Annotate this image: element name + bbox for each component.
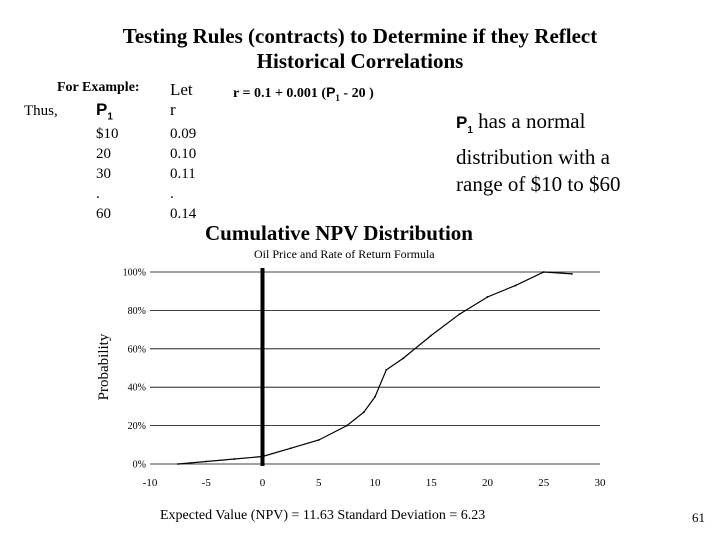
- r-value: .: [170, 186, 174, 202]
- series-line: [178, 271, 572, 465]
- slide-title-line2: Historical Correlations: [256, 49, 464, 73]
- data-point: [486, 296, 489, 298]
- data-point: [374, 395, 376, 398]
- page-number: 61: [692, 510, 705, 525]
- x-tick-label: 15: [426, 477, 438, 489]
- x-tick-label: 10: [370, 477, 382, 489]
- p1-subscript: 1: [107, 111, 113, 123]
- formula-prefix: r = 0.1 + 0.001 (: [233, 86, 327, 101]
- p1-value: 30: [96, 166, 111, 182]
- note-line2: distribution with a: [456, 145, 610, 170]
- chart-footer: Expected Value (NPV) = 11.63 Standard De…: [160, 508, 486, 523]
- p1-value: 20: [96, 146, 111, 162]
- p1-value: .: [96, 186, 100, 202]
- y-tick-label: 0%: [133, 460, 146, 471]
- formula-p1-symbol: P: [326, 84, 336, 100]
- x-tick-label: 30: [595, 477, 607, 489]
- x-tick-label: -10: [143, 477, 158, 489]
- formula-suffix: - 20 ): [339, 86, 374, 101]
- data-point: [570, 273, 573, 275]
- y-tick-label: 80%: [128, 306, 146, 317]
- chart-grid: [150, 271, 600, 465]
- r-value: 0.14: [170, 206, 197, 222]
- y-tick-label: 20%: [128, 421, 146, 432]
- r-value: 0.09: [170, 126, 197, 142]
- let-label: Let: [170, 80, 193, 99]
- data-point: [205, 460, 208, 463]
- p1-value: $10: [96, 126, 119, 142]
- p1-value: 60: [96, 206, 111, 222]
- y-tick-label: 40%: [128, 383, 146, 394]
- p1-values: $10 20 30 . 60: [96, 124, 119, 224]
- r-value: 0.11: [170, 166, 196, 182]
- data-point: [233, 458, 236, 460]
- y-tick-label: 100%: [123, 268, 146, 279]
- data-point: [345, 424, 348, 427]
- x-tick-label: 0: [260, 477, 266, 489]
- note-p1-symbol: P: [456, 113, 468, 132]
- for-example-label: For Example:: [57, 80, 140, 95]
- note-p1-subscript: 1: [467, 125, 473, 137]
- data-point: [289, 447, 292, 450]
- r-value: 0.10: [170, 146, 197, 162]
- y-axis-label: Probability: [96, 333, 112, 400]
- data-point: [385, 369, 388, 371]
- data-point: [430, 334, 433, 337]
- x-tick-label: -5: [202, 477, 212, 489]
- formula: r = 0.1 + 0.001 (P1 - 20 ): [233, 84, 374, 103]
- data-point: [177, 463, 180, 465]
- r-values: 0.09 0.10 0.11 . 0.14: [170, 124, 196, 224]
- note-line1: has a normal: [472, 109, 586, 133]
- x-tick-label: 20: [482, 477, 494, 489]
- p1-symbol: P: [96, 100, 108, 119]
- p1-column-header: P1: [96, 100, 113, 122]
- chart-title: Cumulative NPV Distribution: [205, 221, 473, 245]
- x-tick-label: 25: [538, 477, 550, 489]
- chart-subtitle: Oil Price and Rate of Return Formula: [254, 247, 435, 261]
- chart-series: [177, 271, 573, 465]
- slide-title-line1: Testing Rules (contracts) to Determine i…: [122, 24, 598, 48]
- x-tick-label: 5: [316, 477, 322, 489]
- r-label: r: [170, 100, 176, 119]
- distribution-note: P1 has a normal distribution with a rang…: [456, 108, 620, 198]
- data-point: [542, 271, 545, 273]
- y-tick-label: 60%: [128, 344, 146, 355]
- data-point: [362, 411, 365, 414]
- formula-p1-subscript: 1: [335, 92, 340, 103]
- data-point: [261, 455, 264, 458]
- thus-label: Thus,: [24, 103, 58, 119]
- note-line3: range of $10 to $60: [456, 172, 621, 197]
- data-point: [514, 284, 517, 287]
- data-point: [402, 357, 405, 360]
- chart-ticks: 0% 20% 40% 60% 80% 100% -10 -5 0 5 10 15 20 25 30: [123, 268, 606, 490]
- data-point: [317, 439, 320, 441]
- data-point: [458, 313, 461, 316]
